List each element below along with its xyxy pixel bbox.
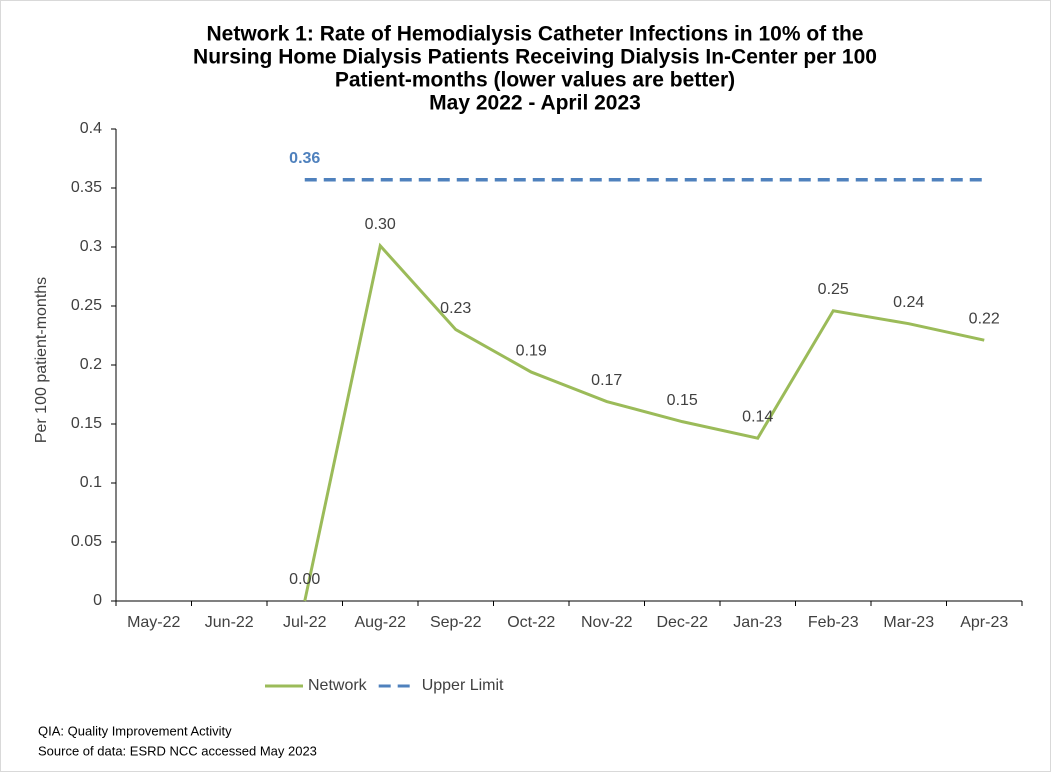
data-label: 0.24 bbox=[893, 294, 924, 311]
data-label: 0.23 bbox=[440, 300, 471, 317]
x-tick-label: Feb-23 bbox=[808, 614, 859, 631]
chart-title: Patient-months (lower values are better) bbox=[335, 69, 735, 92]
x-tick-label: Oct-22 bbox=[507, 614, 555, 631]
y-axis-label: Per 100 patient-months bbox=[33, 277, 50, 443]
data-label: 0.17 bbox=[591, 372, 622, 389]
x-tick-label: Jun-22 bbox=[205, 614, 254, 631]
y-tick-label: 0.1 bbox=[80, 474, 102, 491]
y-tick-label: 0.15 bbox=[71, 415, 102, 432]
data-label: 0.00 bbox=[289, 571, 320, 588]
x-tick-label: Dec-22 bbox=[656, 614, 708, 631]
y-tick-label: 0.2 bbox=[80, 356, 102, 373]
legend-label: Network bbox=[308, 677, 368, 694]
x-tick-label: Jan-23 bbox=[733, 614, 782, 631]
footnote: QIA: Quality Improvement Activity bbox=[38, 723, 232, 738]
x-tick-label: Aug-22 bbox=[354, 614, 406, 631]
x-tick-label: Mar-23 bbox=[883, 614, 934, 631]
x-tick-label: May-22 bbox=[127, 614, 180, 631]
y-tick-label: 0.35 bbox=[71, 179, 102, 196]
x-tick-label: Jul-22 bbox=[283, 614, 327, 631]
y-tick-label: 0.25 bbox=[71, 297, 102, 314]
footnote: Source of data: ESRD NCC accessed May 20… bbox=[38, 743, 317, 758]
y-tick-label: 0.4 bbox=[80, 120, 102, 137]
y-tick-label: 0.05 bbox=[71, 533, 102, 550]
chart-title: Nursing Home Dialysis Patients Receiving… bbox=[193, 46, 877, 69]
x-tick-label: Apr-23 bbox=[960, 614, 1008, 631]
series-line bbox=[303, 242, 985, 602]
data-label: 0.22 bbox=[969, 310, 1000, 327]
data-label: 0.36 bbox=[289, 150, 320, 167]
data-label: 0.30 bbox=[365, 216, 396, 233]
y-tick-label: 0.3 bbox=[80, 238, 102, 255]
legend-label: Upper Limit bbox=[422, 677, 504, 694]
chart-title: May 2022 - April 2023 bbox=[429, 92, 641, 115]
data-label: 0.25 bbox=[818, 281, 849, 298]
x-tick-label: Sep-22 bbox=[430, 614, 482, 631]
y-tick-label: 0 bbox=[93, 592, 102, 609]
chart-title: Network 1: Rate of Hemodialysis Catheter… bbox=[207, 23, 864, 46]
data-label: 0.14 bbox=[742, 408, 773, 425]
data-label: 0.15 bbox=[667, 392, 698, 409]
data-label: 0.19 bbox=[516, 342, 547, 359]
x-tick-label: Nov-22 bbox=[581, 614, 633, 631]
